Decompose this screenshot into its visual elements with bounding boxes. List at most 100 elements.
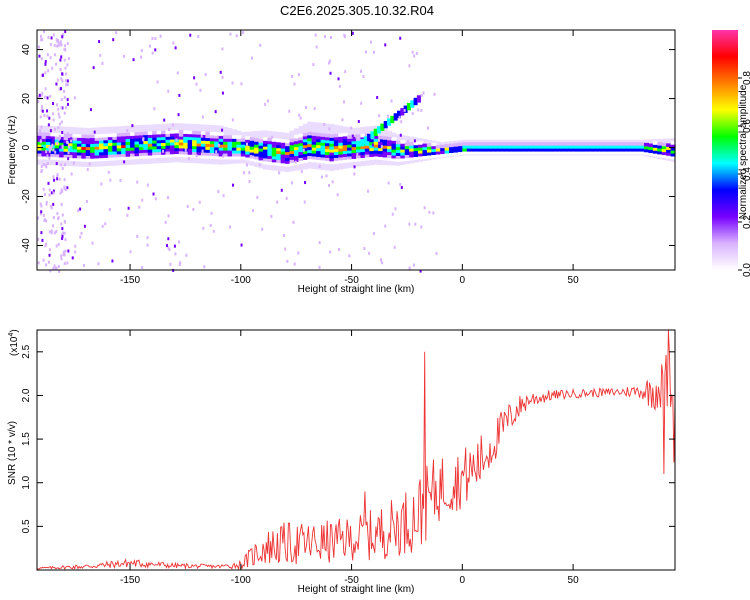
heat-cell [378,153,384,157]
heat-cell [369,144,375,149]
heat-cell [488,142,494,146]
heat-cell [76,137,82,141]
heat-cell [99,134,105,138]
heat-cell [320,142,326,146]
heat-cell [329,154,335,159]
heat-cell [555,145,561,149]
heat-cell [369,153,375,157]
heat-cell [418,155,424,160]
heat-scatter [40,231,43,235]
heat-scatter [55,82,58,86]
heat-scatter [39,139,42,143]
heat-cell [462,150,468,155]
heat-cell [626,142,632,146]
heat-cell [178,147,184,152]
heat-cell [666,152,672,156]
heat-scatter [408,266,411,270]
heat-scatter [43,193,46,197]
heat-scatter [52,189,55,193]
heat-cell [338,148,344,152]
heat-cell [342,141,348,146]
heat-scatter [387,181,390,185]
heat-scatter [46,154,49,158]
snr-scale-exp: 4 [8,333,15,337]
heat-cell [231,135,237,139]
heat-cell-branch [380,123,385,131]
heat-cell [236,144,242,148]
heat-cell-branch [360,138,365,147]
heat-cell [422,152,428,156]
heat-scatter [46,161,49,165]
heat-scatter [256,195,259,199]
heat-scatter [198,200,201,204]
heat-cell [45,135,51,140]
heat-cell [670,141,676,145]
heat-cell [457,145,463,150]
heat-scatter [47,69,50,73]
heat-scatter [407,139,410,143]
heat-cell [85,149,91,154]
heat-scatter [101,61,104,65]
heat-cell [81,134,87,139]
heat-cell [112,156,118,161]
heat-cell [205,149,211,153]
heat-cell [285,145,291,150]
heat-cell [94,151,100,156]
heat-cell-branch [396,110,401,119]
heat-cell [440,147,446,152]
heat-cell [94,154,100,159]
heat-cell [395,158,401,162]
heat-cell [311,141,317,145]
heat-cell [409,148,415,152]
heat-cell [107,154,113,158]
heat-scatter [414,222,417,226]
heat-cell [422,146,428,151]
heat-scatter [245,142,248,146]
heat-scatter [138,205,141,209]
heat-cell [103,151,109,156]
heat-cell [550,142,556,146]
heat-scatter [379,258,382,262]
heat-cell [103,148,109,153]
heat-scatter [384,224,387,228]
heat-cell [422,155,428,159]
heat-cell [351,143,357,148]
heat-cell [76,151,82,156]
heat-cell [382,142,388,146]
heat-cell [37,155,43,160]
heat-cell [480,148,486,152]
heat-cell [205,155,211,159]
heat-cell [356,154,362,159]
heat-cell [187,145,193,149]
heat-cell [387,142,393,147]
heat-cell [271,138,277,142]
heat-cell [302,144,308,149]
heat-cell [231,141,237,145]
heat-scatter [55,38,58,42]
heat-cell [329,160,335,165]
heat-cell [280,153,286,158]
heat-cell [236,155,242,160]
heat-cell [608,148,614,152]
heat-cell [542,145,548,149]
heat-cell [378,156,384,160]
spectrogram-heatmap [37,30,676,273]
heat-scatter [235,34,238,38]
heat-cell [245,145,251,149]
heat-cell [76,149,82,153]
heat-cell [426,146,432,150]
heat-scatter [177,113,180,117]
heat-scatter [166,196,169,200]
heat-cell [152,134,158,138]
heat-cell [347,155,353,160]
heat-cell [196,145,202,150]
heat-cell [564,142,570,146]
heat-scatter [45,242,48,246]
heat-cell [116,150,122,155]
heat-cell [192,151,198,156]
heat-cell [373,155,379,160]
heat-cell [174,132,180,137]
heat-cell [413,141,419,146]
heat-cell [639,142,645,146]
heat-cell [147,149,153,153]
